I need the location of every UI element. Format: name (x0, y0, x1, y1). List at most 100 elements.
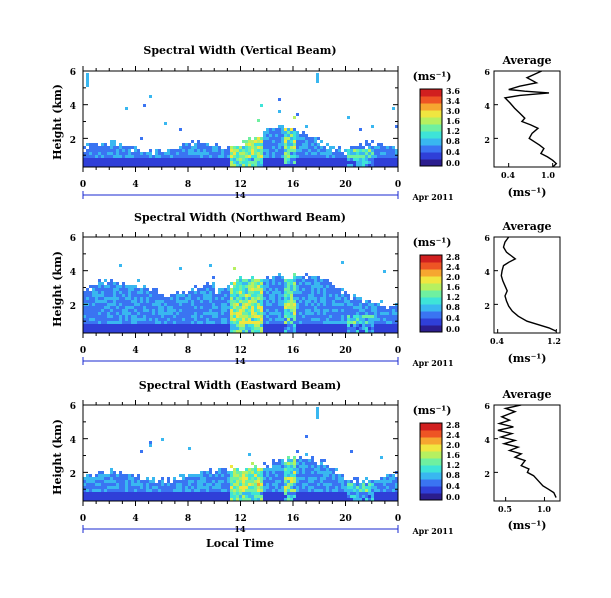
heatmap-cell (305, 477, 308, 480)
heatmap-cell (305, 315, 308, 318)
heatmap-cell (275, 143, 278, 146)
heatmap-cell (395, 330, 398, 333)
heatmap-cell (275, 318, 278, 321)
heatmap-cell (176, 480, 179, 483)
heatmap-cell (182, 330, 185, 333)
heatmap-cell (146, 480, 149, 483)
heatmap-cell (167, 498, 170, 501)
heatmap-cell (302, 137, 305, 140)
heatmap-cell (131, 498, 134, 501)
heatmap-cell (257, 474, 260, 477)
heatmap-cell (332, 492, 335, 495)
heatmap-cell (269, 498, 272, 501)
heatmap-cell (209, 486, 212, 489)
heatmap-cell (218, 483, 221, 486)
heatmap-cell (308, 155, 311, 158)
heatmap-cell (266, 315, 269, 318)
heatmap-cell (275, 489, 278, 492)
heatmap-cell (305, 279, 308, 282)
colorbar-tick: 2.4 (446, 262, 460, 272)
heatmap-cell (269, 474, 272, 477)
heatmap-cell (122, 492, 125, 495)
heatmap-cell (212, 309, 215, 312)
heatmap-cell (305, 492, 308, 495)
heatmap-cell (92, 312, 95, 315)
heatmap-cell (236, 155, 239, 158)
heatmap-cell (110, 279, 113, 282)
heatmap-cell (278, 330, 281, 333)
heatmap-cell (275, 330, 278, 333)
heatmap-cell (269, 492, 272, 495)
heatmap-cell (269, 480, 272, 483)
heatmap-cell (155, 288, 158, 291)
heatmap-cell (338, 498, 341, 501)
heatmap-cell (278, 155, 281, 158)
x-tick-label: 4 (132, 346, 138, 356)
heatmap-cell (266, 285, 269, 288)
heatmap-cell (356, 309, 359, 312)
heatmap-cell (350, 486, 353, 489)
heatmap-cell (332, 288, 335, 291)
heatmap-cell (362, 303, 365, 306)
heatmap-cell (137, 498, 140, 501)
heatmap-cell (272, 462, 275, 465)
heatmap-cell (242, 312, 245, 315)
heatmap-cell (260, 492, 263, 495)
heatmap-cell (362, 155, 365, 158)
heatmap-cell (302, 321, 305, 324)
heatmap-cell (374, 164, 377, 167)
heatmap-cell (92, 498, 95, 501)
heatmap-cell (107, 480, 110, 483)
heatmap-cell (278, 306, 281, 309)
heatmap-cell (176, 294, 179, 297)
heatmap-cell (266, 288, 269, 291)
heatmap-cell (251, 492, 254, 495)
heatmap-cell (266, 158, 269, 161)
heatmap-cell (368, 486, 371, 489)
heatmap-cell (98, 161, 101, 164)
heatmap-cell (170, 309, 173, 312)
heatmap-cell (329, 161, 332, 164)
heatmap-cell (107, 146, 110, 149)
heatmap-cell (206, 146, 209, 149)
heatmap-cell (359, 303, 362, 306)
heatmap-cell (167, 492, 170, 495)
heatmap-cell (89, 324, 92, 327)
heatmap-cell (365, 140, 368, 143)
colorbar-swatch (420, 283, 442, 291)
heatmap-cell (236, 321, 239, 324)
heatmap-cell (299, 152, 302, 155)
heatmap-cell (200, 495, 203, 498)
heatmap-cell (104, 480, 107, 483)
heatmap-cell (155, 321, 158, 324)
heatmap-cell (272, 477, 275, 480)
heatmap-cell (182, 309, 185, 312)
heatmap-cell (263, 498, 266, 501)
heatmap-cell (329, 309, 332, 312)
heatmap-cell (107, 300, 110, 303)
heatmap-cell (233, 306, 236, 309)
heatmap-cell (335, 161, 338, 164)
heatmap-cell (242, 324, 245, 327)
heatmap-cell (95, 318, 98, 321)
heatmap-cell (221, 498, 224, 501)
heatmap-cell (128, 321, 131, 324)
average-title: Average (501, 54, 551, 67)
heatmap-cell (125, 312, 128, 315)
heatmap-cell (146, 294, 149, 297)
heatmap-cell (131, 158, 134, 161)
heatmap-cell (152, 327, 155, 330)
heatmap-cell (104, 294, 107, 297)
heatmap-cell (266, 465, 269, 468)
heatmap-cell (125, 324, 128, 327)
heatmap-cell (302, 498, 305, 501)
heatmap-cell (302, 318, 305, 321)
heatmap-cell (173, 164, 176, 167)
heatmap-cell (89, 318, 92, 321)
heatmap-cell (101, 324, 104, 327)
heatmap-cell (158, 161, 161, 164)
y-ticks (83, 70, 398, 156)
heatmap-cell (113, 315, 116, 318)
heatmap-cell (278, 143, 281, 146)
heatmap-cell (314, 462, 317, 465)
